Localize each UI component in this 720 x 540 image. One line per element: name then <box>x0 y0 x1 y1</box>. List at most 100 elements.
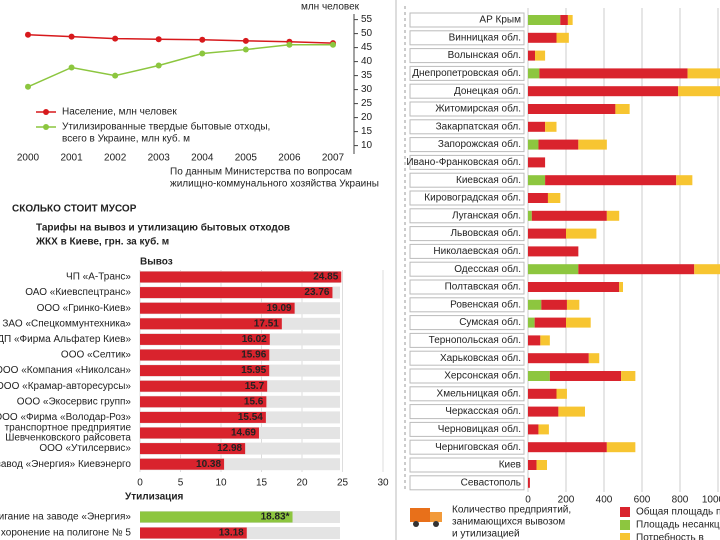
bar-segment <box>528 68 540 79</box>
bar-segment <box>528 193 548 203</box>
category-label: хоронение на полигоне № 5 <box>1 528 132 539</box>
bar-segment <box>545 121 557 132</box>
label-box <box>409 261 525 277</box>
category-label: Тернопольская обл. <box>429 334 521 346</box>
label-box <box>409 350 525 366</box>
bar-segment <box>615 104 630 114</box>
category-label: ЗАО «Спецкоммунтехника» <box>2 318 131 329</box>
category-label: ООО «Компания «Николсан» <box>0 365 131 376</box>
section-label: Утилизация <box>125 492 183 503</box>
label-box <box>409 243 525 259</box>
bar-segment <box>676 175 693 186</box>
truck-icon <box>410 508 442 527</box>
category-label: Сумская обл. <box>459 316 521 328</box>
bar-segment <box>539 68 688 79</box>
x-tick-label: 2005 <box>235 153 258 164</box>
value-label: 19.09 <box>267 303 292 314</box>
category-label: транспортное предприятие <box>5 423 132 434</box>
bar <box>140 396 267 408</box>
point <box>199 50 206 57</box>
bar-segment <box>528 86 679 97</box>
bar-segment <box>528 353 589 364</box>
category-label: ОАО «Киевспецтранс» <box>25 287 131 298</box>
x-tick-label: 200 <box>558 495 575 506</box>
category-label: Житомирская обл. <box>435 103 521 115</box>
series-line <box>27 33 334 44</box>
category-label: ООО «Утилсервис» <box>39 443 131 454</box>
value-label: 23.76 <box>304 287 329 298</box>
section-label: Вывоз <box>140 257 173 268</box>
point <box>112 72 119 79</box>
label-box <box>409 83 525 99</box>
label-box <box>409 190 525 206</box>
label-box <box>409 332 525 348</box>
bar-segment <box>528 477 530 488</box>
y-tick-label: 10 <box>361 140 373 151</box>
point <box>112 35 119 42</box>
bar-segment <box>528 282 620 292</box>
label-box <box>409 12 525 28</box>
label-box <box>409 208 525 224</box>
y-tick-label: 40 <box>361 56 373 67</box>
value-label: 12.98 <box>217 443 242 454</box>
y-tick-label: 30 <box>361 84 373 95</box>
point <box>286 41 293 48</box>
bar <box>140 318 282 330</box>
bar-segment <box>528 32 557 43</box>
bar-segment <box>606 442 636 453</box>
point <box>68 64 75 71</box>
unit-label: млн человек <box>301 2 360 13</box>
bar-segment <box>528 335 541 346</box>
point <box>242 46 249 53</box>
source-note: жилищно-коммунального хозяйства Украины <box>170 179 379 190</box>
value-label: 15.6 <box>244 396 264 407</box>
bar-segment <box>694 264 720 275</box>
x-tick-label: 2006 <box>278 153 301 164</box>
category-label: игание на заводе «Энергия» <box>0 512 131 523</box>
category-label: завод «Энергия» Киевэнерго <box>0 459 131 470</box>
legend-swatch <box>620 507 630 517</box>
y-tick-label: 50 <box>361 28 373 39</box>
value-label: 16.02 <box>242 334 267 345</box>
bar-segment <box>678 86 720 97</box>
bar <box>140 380 268 392</box>
value-label: 17.51 <box>254 318 279 329</box>
category-label: Шевченковского райсовета <box>5 433 131 444</box>
label-box <box>409 368 525 384</box>
category-label: Черновицкая обл. <box>438 423 521 435</box>
legend-label: Площадь несанкци <box>636 520 720 531</box>
value-label: 15.96 <box>241 350 266 361</box>
category-label: Николаевская обл. <box>433 245 521 257</box>
category-label: Ровенская обл. <box>450 298 521 310</box>
category-label: Одесская обл. <box>454 263 521 275</box>
title: СКОЛЬКО СТОИТ МУСОР <box>12 204 137 215</box>
x-tick-label: 2000 <box>17 153 40 164</box>
category-label: Черниговская обл. <box>435 441 521 453</box>
note: Количество предприятий, <box>452 505 571 516</box>
value-label: 13.18 <box>219 528 244 539</box>
label-box <box>409 154 525 170</box>
x-tick-label: 0 <box>525 495 531 506</box>
label-box <box>409 404 525 420</box>
label-box <box>409 297 525 313</box>
bar-segment <box>545 175 677 186</box>
bar-segment <box>588 353 600 364</box>
bar-segment <box>528 157 546 168</box>
bar-segment <box>531 210 607 221</box>
label-box <box>409 457 525 473</box>
value-label: 14.69 <box>231 428 256 439</box>
truck-wheel <box>413 521 419 527</box>
bar-segment <box>528 460 537 470</box>
bar-segment <box>528 424 539 435</box>
bar-segment <box>687 68 720 79</box>
bar-segment <box>538 139 579 150</box>
truck-body <box>410 508 430 522</box>
value-label: 10.38 <box>196 459 221 470</box>
bar <box>140 333 270 345</box>
label-box <box>409 279 525 295</box>
bar-segment <box>538 424 549 435</box>
label-box <box>409 172 525 188</box>
point <box>25 31 31 38</box>
legend-swatch <box>620 533 630 540</box>
